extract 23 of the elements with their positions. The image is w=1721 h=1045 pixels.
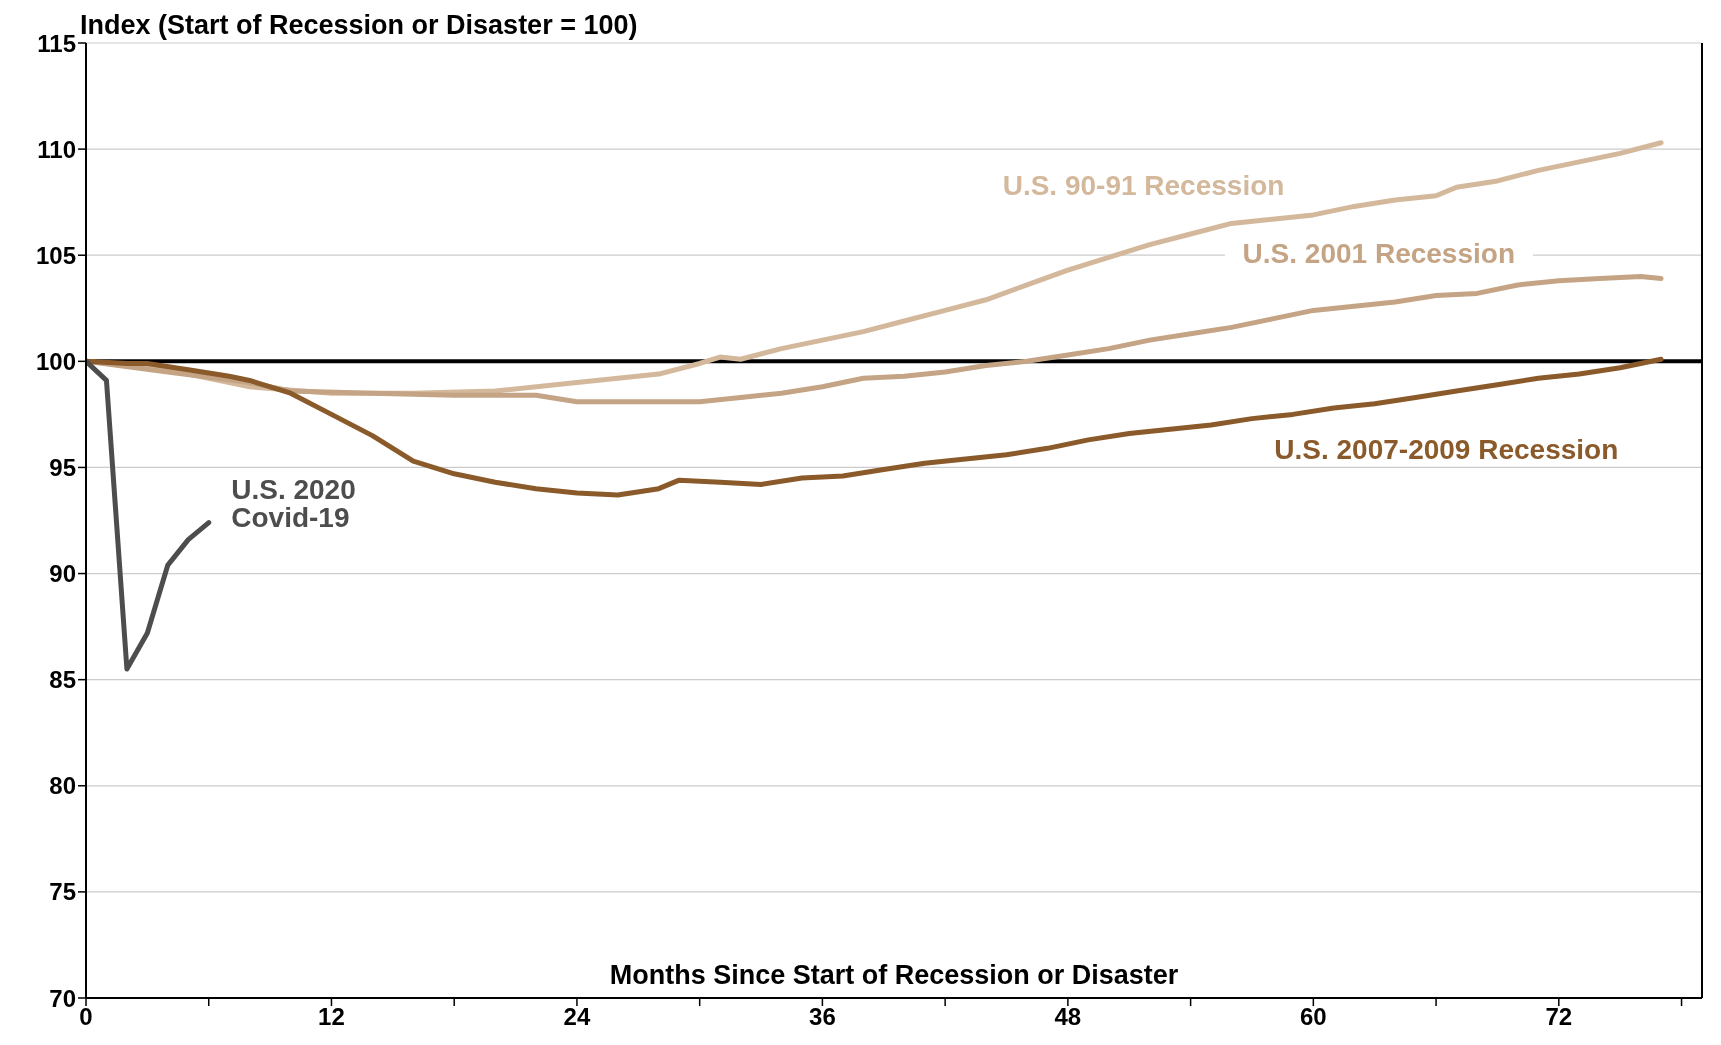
x-tick-label: 24 [563,1003,591,1031]
x-axis-title: Months Since Start of Recession or Disaster [608,960,1180,991]
y-tick-label: 90 [49,560,76,588]
series-label: U.S. 90-91 Recession [984,170,1303,202]
y-tick-label: 80 [49,772,76,800]
x-tick-label: 60 [1299,1003,1327,1031]
x-tick-label: 36 [809,1003,836,1031]
x-tick-label: 48 [1054,1003,1082,1031]
y-tick-label: 95 [49,453,76,481]
chart-title: Index (Start of Recession or Disaster = 100) [80,10,638,41]
y-tick-label: 75 [49,878,76,906]
series-label: U.S. 2020 Covid-19 [231,473,356,533]
y-tick-label: 110 [37,135,76,163]
y-tick-label: 100 [35,347,76,375]
x-tick-label: 0 [79,1003,93,1031]
y-tick-label: 85 [49,666,76,694]
y-tick-label: 115 [37,29,76,57]
y-tick-label: 105 [35,241,76,269]
series-label: U.S. 2007-2009 Recession [1256,433,1637,465]
x-tick-label: 12 [318,1003,345,1031]
y-tick-label: 70 [49,984,76,1012]
series-label: U.S. 2001 Recession [1224,238,1533,270]
x-tick-label: 72 [1545,1003,1573,1031]
